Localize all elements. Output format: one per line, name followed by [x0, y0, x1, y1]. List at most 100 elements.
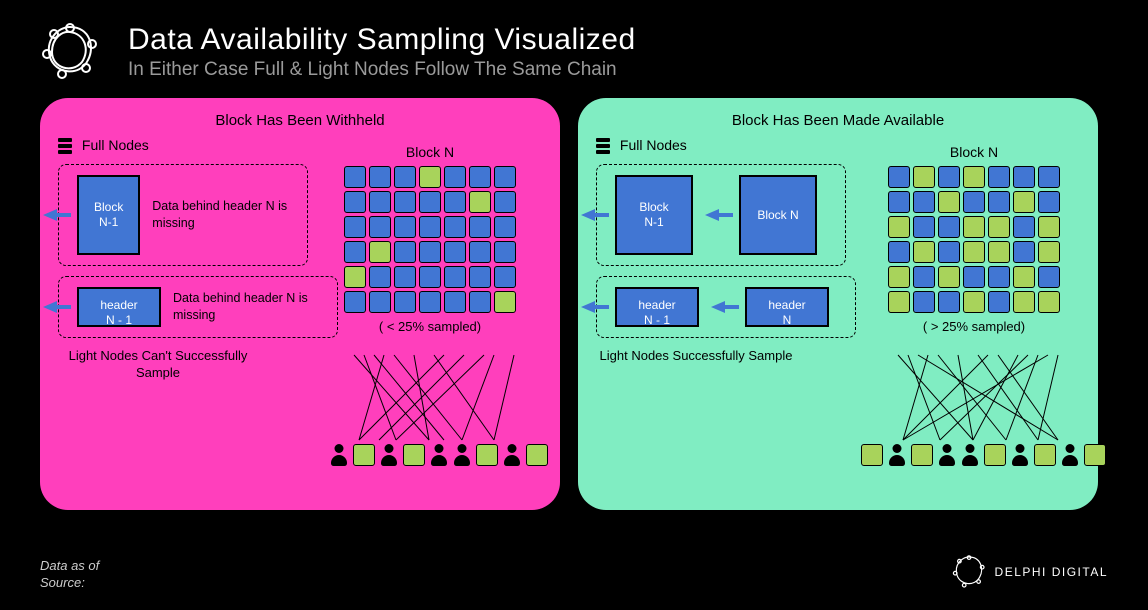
grid-cell [938, 241, 960, 263]
grid-cell [888, 266, 910, 288]
grid-cell [888, 166, 910, 188]
grid-cell [888, 216, 910, 238]
page-title: Data Availability Sampling Visualized [128, 23, 636, 57]
light-nodes-caption-right: Light Nodes Successfully Sample [596, 348, 796, 365]
person-icon [330, 444, 348, 466]
grid-cell [963, 191, 985, 213]
grid-cell [913, 166, 935, 188]
grid-cell [963, 266, 985, 288]
light-nodes-people-right [858, 444, 1108, 466]
delphi-logo-icon [951, 554, 987, 590]
grid-cell [419, 291, 441, 313]
brand-mark: DELPHI DIGITAL [951, 554, 1108, 590]
server-stack-icon [58, 138, 72, 154]
grid-cell [444, 166, 466, 188]
grid-cell [444, 191, 466, 213]
grid-cell [494, 216, 516, 238]
grid-cell [444, 266, 466, 288]
grid-cell [913, 216, 935, 238]
grid-cell [419, 266, 441, 288]
grid-cell [938, 166, 960, 188]
grid-cell [1013, 166, 1035, 188]
delphi-logo-icon [40, 22, 100, 82]
grid-cell [938, 191, 960, 213]
grid-cell [913, 241, 935, 263]
grid-cell [913, 291, 935, 313]
grid-cell [444, 216, 466, 238]
grid-cell [469, 266, 491, 288]
block-n-right: Block N [739, 175, 817, 255]
grid-cell [1013, 241, 1035, 263]
grid-cell [1038, 216, 1060, 238]
grid-cell [913, 191, 935, 213]
grid-cell [1038, 166, 1060, 188]
grid-cell [444, 291, 466, 313]
grid-cell [344, 216, 366, 238]
grid-cell [369, 166, 391, 188]
grid-cell [1013, 291, 1035, 313]
grid-cell [369, 191, 391, 213]
grid-cell [469, 166, 491, 188]
grid-cell [988, 266, 1010, 288]
grid-cell [444, 241, 466, 263]
grid-cell [419, 216, 441, 238]
grid-cell [419, 241, 441, 263]
grid-cell [988, 291, 1010, 313]
desc2-left: Data behind header N is missing [173, 290, 327, 324]
header-n1-left: header N - 1 [77, 287, 161, 327]
full-nodes-label-left: Full Nodes [58, 137, 338, 154]
header-n1-right: header N - 1 [615, 287, 699, 327]
sample-square-icon [353, 444, 375, 466]
grid-cell [888, 291, 910, 313]
grid-cell [394, 166, 416, 188]
block-n-grid-right: Block N ( > 25% sampled) [888, 144, 1060, 334]
grid-cell [963, 166, 985, 188]
footer-meta: Data as of Source: [40, 558, 99, 592]
header-n-right: header N [745, 287, 829, 327]
grid-cell [988, 216, 1010, 238]
grid-cell [1013, 191, 1035, 213]
grid-cell [344, 166, 366, 188]
grid-cell [938, 291, 960, 313]
grid-cell [394, 266, 416, 288]
full-nodes-label-right: Full Nodes [596, 137, 856, 154]
grid-cell [344, 241, 366, 263]
light-nodes-box-right: header N - 1 header N [596, 276, 856, 338]
grid-cell [344, 291, 366, 313]
panel-title-right: Block Has Been Made Available [596, 112, 1080, 129]
grid-cell [963, 216, 985, 238]
grid-cell [494, 291, 516, 313]
block-n1-right: Block N-1 [615, 175, 693, 255]
grid-cell [963, 241, 985, 263]
block-n-grid-left: Block N ( < 25% sampled) [344, 144, 516, 334]
grid-cell [963, 291, 985, 313]
grid-cell [369, 241, 391, 263]
panel-title-left: Block Has Been Withheld [58, 112, 542, 129]
grid-cell [988, 191, 1010, 213]
grid-cell [344, 266, 366, 288]
grid-cell [369, 216, 391, 238]
grid-cell [369, 291, 391, 313]
light-nodes-box-left: header N - 1 Data behind header N is mis… [58, 276, 338, 338]
grid-cell [469, 216, 491, 238]
grid-cell [1038, 266, 1060, 288]
desc1-left: Data behind header N is missing [152, 198, 297, 232]
grid-cell [1038, 241, 1060, 263]
block-n1-left: Block N-1 [77, 175, 140, 255]
grid-cell [394, 241, 416, 263]
grid-cell [938, 266, 960, 288]
grid-cell [394, 291, 416, 313]
grid-cell [988, 166, 1010, 188]
panel-available: Block Has Been Made Available Full Nodes… [578, 98, 1098, 510]
grid-cell [469, 291, 491, 313]
grid-cell [394, 216, 416, 238]
grid-cell [913, 266, 935, 288]
grid-cell [344, 191, 366, 213]
grid-cell [1013, 216, 1035, 238]
grid-cell [888, 191, 910, 213]
grid-cell [938, 216, 960, 238]
panel-withheld: Block Has Been Withheld Full Nodes Block… [40, 98, 560, 510]
grid-cell [888, 241, 910, 263]
grid-cell [494, 241, 516, 263]
grid-cell [394, 191, 416, 213]
